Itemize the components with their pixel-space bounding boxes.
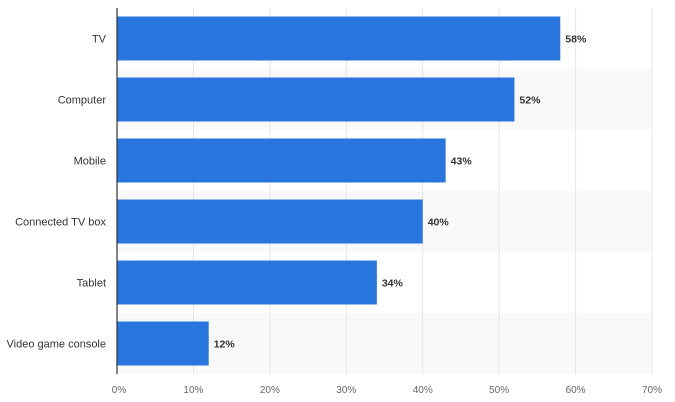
x-tick-label: 70% <box>642 385 662 396</box>
x-tick-label: 40% <box>413 385 433 396</box>
bar <box>117 138 446 183</box>
bar <box>117 77 515 122</box>
category-label: Video game console <box>7 339 106 351</box>
category-label: Computer <box>58 95 107 107</box>
x-tick-label: 10% <box>183 385 203 396</box>
category-label: TV <box>92 34 107 46</box>
category-label: Tablet <box>77 278 106 290</box>
data-label: 12% <box>214 339 236 351</box>
bar <box>117 321 209 366</box>
bar <box>117 260 377 305</box>
bar <box>117 16 561 61</box>
bar <box>117 199 423 244</box>
x-tick-label: 0% <box>112 385 127 396</box>
category-label: Connected TV box <box>15 217 106 229</box>
x-tick-label: 50% <box>489 385 509 396</box>
data-label: 40% <box>428 217 450 229</box>
x-tick-label: 60% <box>566 385 586 396</box>
x-tick-label: 30% <box>336 385 356 396</box>
data-label: 34% <box>382 278 404 290</box>
x-tick-label: 20% <box>260 385 280 396</box>
category-label: Mobile <box>74 156 106 168</box>
data-label: 58% <box>565 34 587 46</box>
data-label: 52% <box>519 95 541 107</box>
data-label: 43% <box>451 156 473 168</box>
